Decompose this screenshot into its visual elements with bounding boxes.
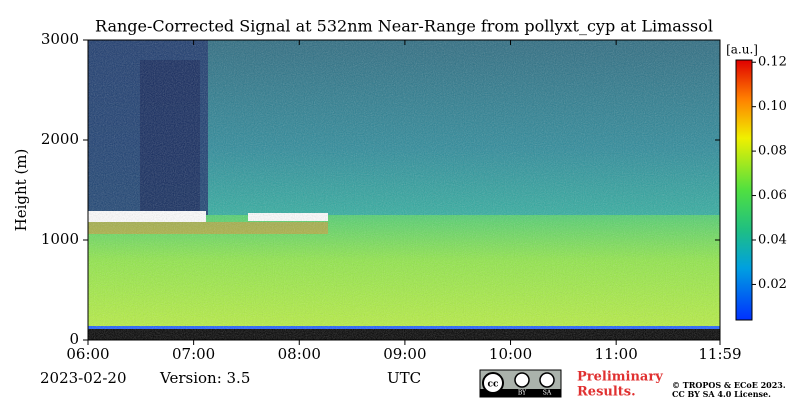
colorbar [735, 59, 753, 321]
x-tick-label: 07:00 [172, 345, 215, 363]
y-tick-label: 2000 [41, 130, 79, 148]
notice: Results. [577, 385, 636, 400]
colorbar-tick-label: 0.10 [758, 99, 787, 114]
x-tick-label: 10:00 [489, 345, 532, 363]
y-tick-label: 0 [69, 330, 79, 348]
copyright: © TROPOS & ECoE 2023. [672, 380, 786, 390]
colorbar-tick-label: 0.06 [758, 188, 787, 203]
x-tick-label: 08:00 [278, 345, 321, 363]
x-tick-label: 11:00 [595, 345, 638, 363]
signal-field [88, 40, 720, 340]
date: 2023-02-20 [40, 369, 126, 387]
version: Version: 3.5 [159, 369, 250, 387]
copyright: CC BY SA 4.0 License. [672, 389, 771, 399]
x-tick-label: 11:59 [698, 345, 741, 363]
y-axis-label: Height (m) [12, 149, 30, 232]
x-tick-label: 06:00 [66, 345, 109, 363]
colorbar-tick-label: 0.12 [758, 55, 787, 70]
svg-text:cc: cc [488, 380, 499, 390]
notice: Preliminary [577, 370, 663, 385]
badge-by: BY [518, 390, 527, 397]
colorbar-tick-label: 0.08 [758, 144, 787, 159]
y-tick-label: 3000 [41, 30, 79, 48]
colorbar-tick-label: 0.04 [758, 233, 787, 248]
y-tick-label: 1000 [41, 230, 79, 248]
x-axis-label: UTC [387, 369, 421, 387]
chart-title: Range-Corrected Signal at 532nm Near-Ran… [95, 17, 713, 36]
license-badge: cc BY SA [479, 369, 562, 398]
colorbar-tick-label: 0.02 [758, 277, 787, 292]
plot-frame [87, 39, 721, 341]
colorbar-label: [a.u.] [726, 43, 758, 57]
badge-sa: SA [543, 390, 552, 397]
x-tick-label: 09:00 [383, 345, 426, 363]
